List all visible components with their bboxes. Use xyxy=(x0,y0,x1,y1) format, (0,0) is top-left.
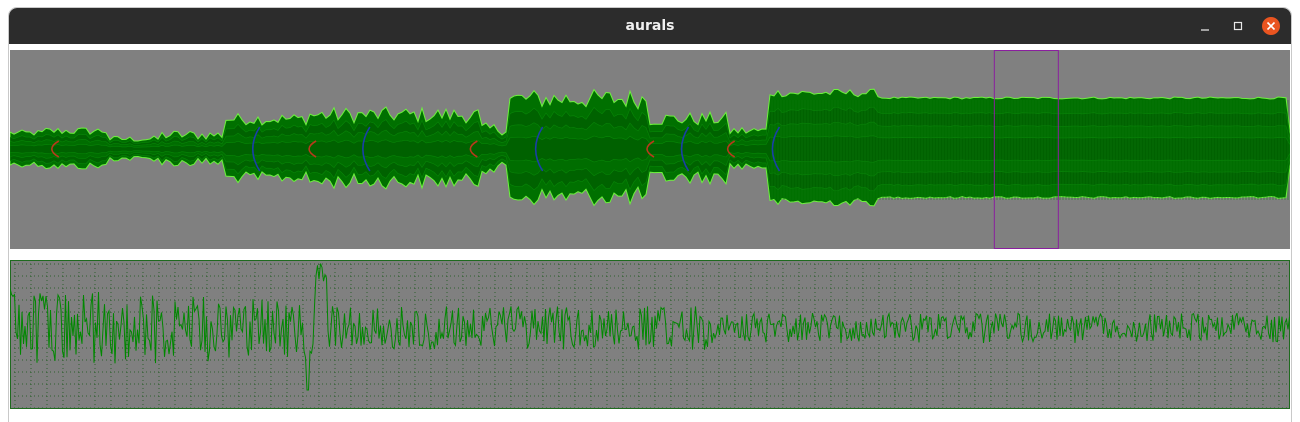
segment-marker[interactable] xyxy=(680,126,690,172)
segment-marker[interactable] xyxy=(362,126,371,172)
segment-marker[interactable] xyxy=(251,126,261,172)
spectrum-view[interactable] xyxy=(10,50,1290,249)
title-bar[interactable]: aurals xyxy=(9,8,1291,44)
close-button[interactable] xyxy=(1261,16,1281,36)
segment-marker[interactable] xyxy=(646,140,655,158)
selection-rect[interactable] xyxy=(993,50,1059,249)
minimize-button[interactable] xyxy=(1195,16,1215,36)
segment-marker[interactable] xyxy=(534,126,544,172)
segment-marker[interactable] xyxy=(726,140,736,158)
waveform-canvas[interactable] xyxy=(10,260,1290,409)
waveform-line xyxy=(10,263,1290,391)
app-window: aurals xyxy=(9,8,1291,422)
waveform-view[interactable] xyxy=(10,260,1290,409)
segment-marker[interactable] xyxy=(50,140,60,158)
waveform-border xyxy=(10,260,1290,409)
maximize-icon xyxy=(1233,21,1243,31)
window-title: aurals xyxy=(625,18,675,34)
close-icon xyxy=(1262,17,1280,35)
maximize-button[interactable] xyxy=(1228,16,1248,36)
spectrum-canvas[interactable] xyxy=(10,50,1290,249)
segment-marker[interactable] xyxy=(771,126,781,172)
segment-marker[interactable] xyxy=(469,140,478,158)
segment-marker[interactable] xyxy=(308,140,317,158)
minimize-icon xyxy=(1201,29,1209,31)
